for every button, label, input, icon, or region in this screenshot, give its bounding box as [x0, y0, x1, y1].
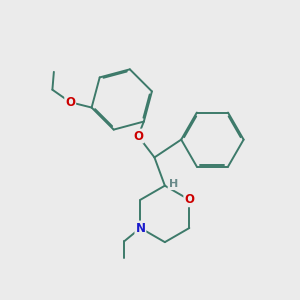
Text: O: O — [133, 130, 143, 142]
Text: O: O — [65, 96, 75, 109]
Text: O: O — [184, 193, 194, 206]
Text: H: H — [169, 179, 178, 189]
Text: N: N — [135, 221, 146, 235]
